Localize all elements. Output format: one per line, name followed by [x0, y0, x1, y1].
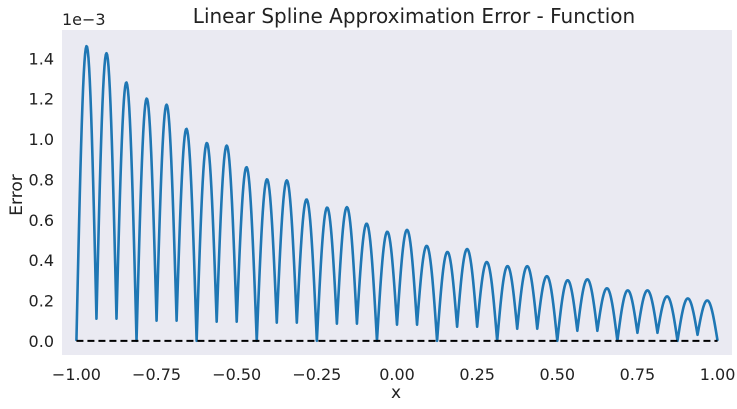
- y-tick-label: 1.2: [29, 90, 54, 109]
- y-tick-label: 0.4: [29, 251, 54, 270]
- x-tick-label: 0.25: [459, 365, 495, 384]
- y-axis-label: Error: [7, 174, 27, 215]
- y-axis: 0.0 0.2 0.4 0.6 0.8 1.0 1.2 1.4: [29, 49, 54, 351]
- x-tick-label: 0.50: [539, 365, 575, 384]
- x-tick-label: −0.25: [292, 365, 341, 384]
- x-tick-label: 0.75: [620, 365, 656, 384]
- x-tick-label: −1.00: [52, 365, 101, 384]
- series-layer: [75, 44, 719, 343]
- x-tick-label: 0.00: [379, 365, 415, 384]
- y-offset-label: 1e−3: [62, 10, 106, 29]
- x-tick-label: −0.50: [212, 365, 261, 384]
- x-axis: −1.00 −0.75 −0.50 −0.25 0.00 0.25 0.50 0.75 1.00: [52, 365, 735, 384]
- x-axis-label: x: [391, 383, 401, 403]
- y-tick-label: 0.2: [29, 291, 54, 310]
- x-tick-label: 1.00: [700, 365, 736, 384]
- chart-title: Linear Spline Approximation Error - Func…: [193, 4, 635, 28]
- y-tick-label: 0.6: [29, 211, 54, 230]
- y-tick-label: 1.0: [29, 130, 54, 149]
- error-curve: [75, 44, 719, 343]
- y-tick-label: 0.8: [29, 170, 54, 189]
- y-tick-label: 0.0: [29, 332, 54, 351]
- x-tick-label: −0.75: [132, 365, 181, 384]
- y-tick-label: 1.4: [29, 49, 54, 68]
